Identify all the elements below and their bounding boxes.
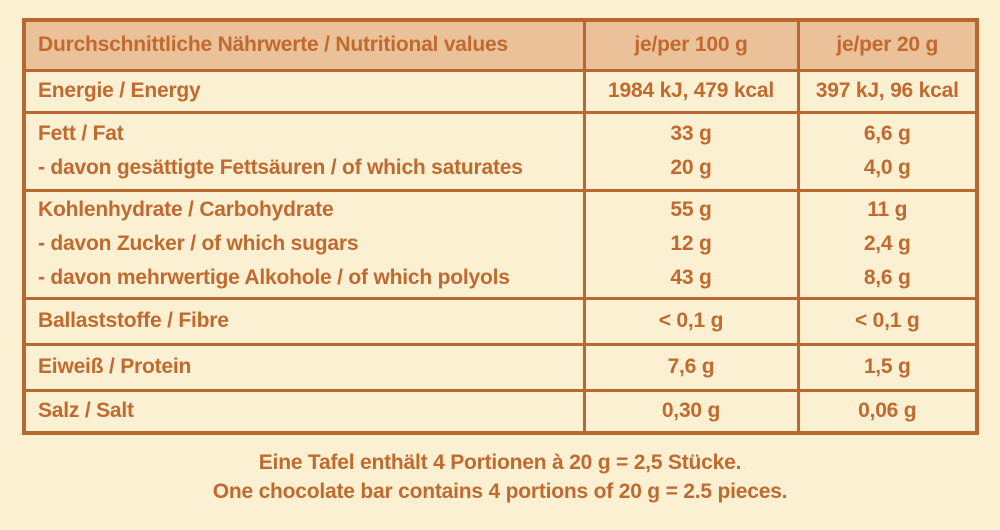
nutrient-label: Fett / Fat bbox=[38, 122, 124, 145]
row-protein: Eiweiß / Protein 7,6 g 1,5 g bbox=[22, 342, 979, 392]
value-per-100g: 55 g bbox=[670, 198, 712, 221]
value-per-100g: 0,30 g bbox=[661, 399, 721, 423]
value-per-100g: 33 g bbox=[670, 122, 712, 145]
value-per-100g: 7,6 g bbox=[667, 355, 715, 378]
value-per-20g: 1,5 g bbox=[863, 355, 911, 378]
nutrient-sublabel: - davon mehrwertige Alkohole / of which … bbox=[38, 266, 510, 289]
value-per-20g: 6,6 g bbox=[863, 122, 911, 145]
value-per-20g: < 0,1 g bbox=[854, 309, 920, 332]
nutrient-label: Kohlenhydrate / Carbohydrate bbox=[38, 198, 334, 221]
value-per-20g: 397 kJ, 96 kcal bbox=[815, 79, 959, 102]
header-nutrient-column: Durchschnittliche Nährwerte / Nutritiona… bbox=[22, 18, 586, 72]
value-per-100g: < 0,1 g bbox=[658, 309, 724, 332]
nutrient-sublabel: - davon gesättigte Fettsäuren / of which… bbox=[38, 156, 523, 179]
value-per-20g: 11 g bbox=[867, 198, 908, 221]
nutrient-sublabel: - davon Zucker / of which sugars bbox=[38, 232, 359, 255]
nutrient-label: Eiweiß / Protein bbox=[38, 355, 192, 378]
table-header-row: Durchschnittliche Nährwerte / Nutritiona… bbox=[22, 18, 979, 72]
serving-note-english: One chocolate bar contains 4 portions of… bbox=[212, 480, 788, 503]
row-carbohydrate: Kohlenhydrate / Carbohydrate - davon Zuc… bbox=[22, 188, 979, 300]
serving-note-german: Eine Tafel enthält 4 Portionen à 20 g = … bbox=[258, 451, 742, 474]
value-per-100g: 1984 kJ, 479 kcal bbox=[608, 79, 774, 102]
value-per-20g: 2,4 g bbox=[863, 232, 911, 255]
value-per-100g: 43 g bbox=[670, 266, 712, 289]
serving-note: Eine Tafel enthält 4 Portionen à 20 g = … bbox=[0, 448, 1000, 506]
row-fibre: Ballaststoffe / Fibre < 0,1 g < 0,1 g bbox=[22, 296, 979, 346]
header-per-100g-column: je/per 100 g bbox=[582, 18, 800, 72]
value-per-20g: 8,6 g bbox=[863, 266, 911, 289]
nutrition-table: Durchschnittliche Nährwerte / Nutritiona… bbox=[22, 18, 979, 435]
value-per-100g: 20 g bbox=[670, 156, 712, 179]
row-energy: Energie / Energy 1984 kJ, 479 kcal 397 k… bbox=[22, 68, 979, 114]
value-per-20g: 4,0 g bbox=[863, 156, 911, 179]
row-salt: Salz / Salt 0,30 g 0,06 g bbox=[22, 388, 979, 435]
nutrient-label: Energie / Energy bbox=[38, 79, 201, 102]
row-fat: Fett / Fat - davon gesättigte Fettsäuren… bbox=[22, 110, 979, 192]
value-per-20g: 0,06 g bbox=[858, 399, 917, 423]
nutrient-label: Ballaststoffe / Fibre bbox=[38, 309, 229, 332]
nutrient-label: Salz / Salt bbox=[38, 399, 134, 423]
value-per-100g: 12 g bbox=[670, 232, 712, 255]
header-per-20g-column: je/per 20 g bbox=[796, 18, 979, 72]
